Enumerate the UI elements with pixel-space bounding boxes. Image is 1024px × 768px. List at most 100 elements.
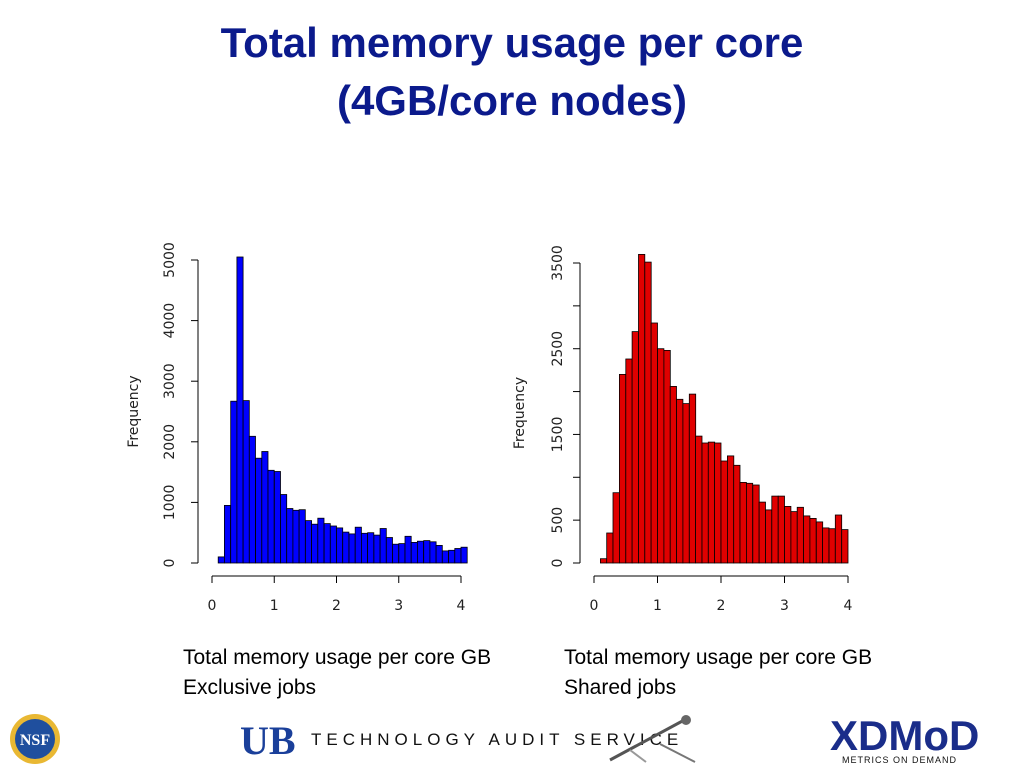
histogram-bar [758,501,766,564]
histogram-bar [688,393,697,564]
ub-logo: UB [240,718,296,758]
caption-shared-line2: Shared jobs [564,676,677,699]
histogram-bar [796,506,804,564]
histogram-bar [828,528,836,564]
xdmod-logo-main: XDMoD [830,712,979,759]
histogram-bar [714,442,722,564]
x-tick-label: 3 [394,598,403,614]
caption-shared-line1: Total memory usage per core GB [564,646,873,669]
x-tick-label: 0 [208,598,217,614]
y-tick-label: 1500 [550,417,566,453]
histogram-bar [342,531,350,564]
histogram-bar [663,349,671,564]
y-tick-label: 5000 [162,242,178,278]
slide-title-line2: (4GB/core nodes) [336,77,688,124]
histogram-bar [625,358,633,564]
histogram-bar [727,455,735,564]
y-tick-label: 4000 [162,303,178,339]
histogram-bar [255,457,263,564]
histogram-bar [752,484,760,564]
histogram-bar [292,509,300,564]
histogram-bar [638,253,646,564]
histogram-bar [416,540,424,564]
y-tick-label: 3000 [162,363,178,399]
histogram-bar [280,494,288,564]
slide-title-line1: Total memory usage per core [220,19,804,66]
caption-exclusive: Total memory usage per core GB Exclusive… [183,643,491,703]
histogram-bar [217,556,225,564]
histogram-bar [809,518,817,564]
histogram-bar [720,460,728,564]
x-tick-label: 1 [653,598,662,614]
histogram-bar [429,541,437,564]
y-tick-label: 500 [550,507,566,534]
y-axis-label: Frequency [126,375,142,447]
histogram-bar [385,537,393,564]
histogram-bar [236,256,244,564]
histogram-bar [348,533,356,564]
histogram-bar [404,535,412,564]
histogram-bar [311,523,319,564]
technology-audit-service-text: TECHNOLOGY AUDIT SERVICE [311,730,684,749]
histogram-bar [695,435,703,564]
histogram-bar [360,532,368,564]
histogram-bar [739,481,747,564]
histogram-bar [454,548,462,564]
histogram-bar [317,517,325,564]
y-tick-label: 2500 [550,331,566,367]
nsf-logo: NSF [10,714,60,764]
y-tick-label: 0 [550,559,566,568]
histogram-bar [841,529,849,564]
histogram-bar [354,526,362,564]
ub-logo-text: UB [240,718,296,758]
histogram-shared: 0 1 2 3 4 0 500 1500 2500 3500 Frequency [512,245,853,614]
x-tick-label: 2 [717,598,726,614]
xdmod-logo: XDMoD METRICS ON DEMAND [830,712,979,765]
histogram-bar [410,542,418,564]
x-tick-label: 1 [270,598,279,614]
y-tick-label: 2000 [162,424,178,460]
histogram-bar [448,549,456,564]
histogram-bar [612,492,620,564]
histogram-bar [815,521,824,564]
caption-exclusive-line1: Total memory usage per core GB [183,646,492,669]
histogram-bar [803,515,811,564]
histogram-bar [273,471,281,564]
caption-exclusive-line2: Exclusive jobs [183,676,317,699]
histogram-bar [777,495,785,564]
histogram-bar [379,528,387,564]
histogram-bar [600,558,608,564]
histogram-bar [771,495,779,564]
histogram-bar [242,400,250,564]
y-tick-label: 1000 [162,485,178,521]
histogram-bar [682,403,690,564]
histogram-bar [329,525,337,564]
histogram-bar [790,511,798,564]
histogram-bar [223,504,231,564]
y-axis-label: Frequency [512,377,528,449]
histogram-bar [286,508,294,564]
histogram-bar [261,451,269,564]
nsf-logo-text: NSF [20,732,50,749]
slide-title: Total memory usage per core (4GB/core no… [0,14,1024,130]
y-tick-label: 3500 [550,245,566,281]
histogram-bar [746,482,754,564]
histogram-bar [248,435,256,564]
histogram-bar [619,373,627,564]
histogram-bar [650,322,658,564]
histogram-bar [657,348,665,564]
histogram-bar [822,527,830,564]
histogram-bar [373,534,381,564]
histogram-bar [707,441,716,564]
x-tick-label: 2 [332,598,341,614]
histogram-bar [669,385,677,564]
x-tick-label: 4 [457,598,466,614]
histogram-bar [392,543,400,564]
histogram-bar [834,514,843,564]
histogram-bar [423,540,431,564]
histogram-bar [765,509,773,564]
histogram-bar [398,543,406,564]
histogram-exclusive: 0 1 2 3 4 0 1000 2000 3000 4000 5000 Frequency [126,242,468,614]
histogram-bar [631,331,639,564]
